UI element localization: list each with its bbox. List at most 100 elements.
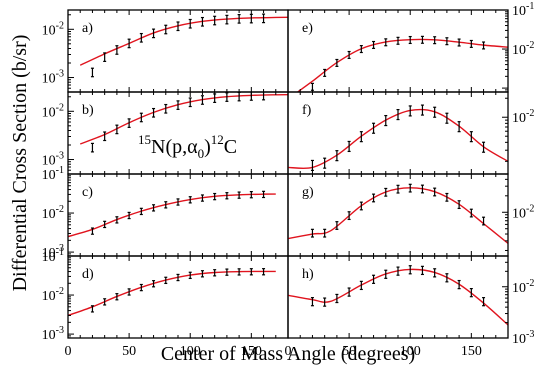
panel-label: a) [82,21,93,36]
data-point [164,24,168,35]
data-point [262,268,266,276]
y-tick-exponent: -2 [56,102,64,113]
y-tick-base: 10 [512,111,526,126]
data-point [469,208,473,218]
data-point [237,268,241,276]
data-point [200,16,204,27]
y-tick-label: 10-1 [42,165,64,183]
data-point [188,97,192,108]
data-point [457,121,461,133]
panel-d: 10-110-210-3d)0 50 100 150 [42,247,289,359]
y-tick-base: 10 [512,206,526,221]
data-point [469,39,473,48]
y-tick-label: 10-2 [512,278,534,296]
data-point [396,108,400,121]
y-tick-base: 10 [42,72,56,87]
data-point [384,187,388,197]
x-tick-label: 50 [122,344,136,359]
y-tick-label: 10-3 [512,329,534,347]
data-point [469,287,473,298]
data-point [420,104,424,116]
y-tick-label: 10-3 [42,69,64,87]
x-tick-label: 0 [65,344,72,359]
panel-label: e) [302,21,313,36]
data-point [139,207,143,216]
data-point [103,220,107,229]
fit-curve [288,187,508,244]
data-point [90,142,94,153]
data-point [457,279,461,290]
data-point [482,141,486,153]
data-point [347,50,351,60]
panel-label: b) [82,103,94,118]
data-point [408,265,412,275]
y-tick-base: 10 [512,4,526,19]
data-point [359,131,363,143]
data-point [323,297,327,307]
panel-label: c) [82,185,93,200]
x-tick-label: 50 [342,344,356,359]
data-point [127,211,131,220]
data-point [188,18,192,29]
data-point [225,268,229,276]
data-point [213,269,217,277]
data-point [420,265,424,276]
data-point [482,297,486,307]
data-point [152,204,156,212]
y-tick-exponent: -1 [526,1,534,12]
data-point [347,140,351,153]
data-point [445,37,449,46]
data-point [396,266,400,276]
y-tick-label: 10-3 [42,151,64,169]
y-tick-exponent: -2 [526,40,534,51]
data-point [103,298,107,306]
data-point [445,192,449,202]
y-tick-base: 10 [512,281,526,296]
data-point [372,40,376,49]
data-point [396,36,400,45]
data-point [408,105,412,117]
data-point [323,68,327,77]
data-point [225,192,229,200]
data-point [372,122,376,134]
y-tick-exponent: -3 [526,329,534,340]
y-tick-base: 10 [512,43,526,58]
data-point [200,95,204,105]
data-point [188,196,192,204]
y-tick-exponent: -3 [56,69,64,80]
data-point [457,200,461,210]
data-point [115,216,119,224]
data-point [90,67,94,78]
panel-label: g) [302,185,314,200]
data-point [335,150,339,162]
fit-curve [68,193,276,238]
data-point [139,32,143,43]
data-point [420,35,424,44]
y-tick-label: 10-2 [512,203,534,221]
data-point [127,288,131,296]
fit-curve [288,268,508,326]
data-point [384,38,388,47]
data-point [127,38,131,49]
y-tick-label: 10-2 [42,102,64,120]
data-point [433,268,437,278]
data-point [323,157,327,169]
data-point [420,184,424,194]
data-point [335,293,339,304]
y-tick-base: 10 [42,250,56,265]
data-point [310,159,314,172]
fit-curve [79,16,288,66]
y-tick-exponent: -1 [56,165,64,176]
data-point [433,36,437,45]
y-tick-exponent: -2 [526,108,534,119]
data-point [176,100,180,110]
y-tick-exponent: -2 [526,203,534,214]
panel-frame [287,91,509,175]
data-point [249,191,253,199]
data-point [323,228,327,238]
fit-curve [68,270,276,317]
panel-frame [67,173,289,257]
data-point [152,280,156,288]
data-point [139,283,143,292]
data-point [433,187,437,197]
